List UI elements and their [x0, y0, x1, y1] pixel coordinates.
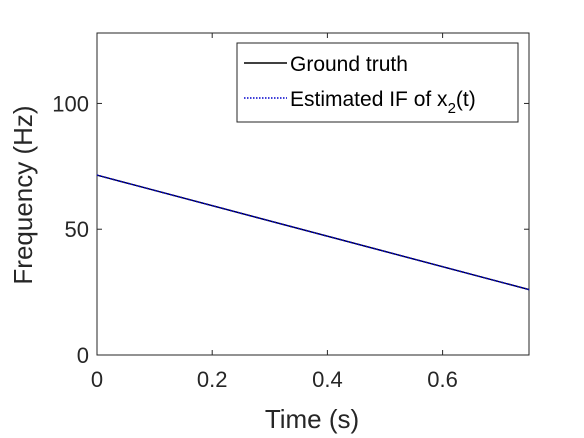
legend-label-estimated-if-subscript: 2 [448, 100, 456, 117]
y-tick-label: 50 [65, 217, 89, 242]
series-line-ground-truth [96, 174, 530, 291]
legend: Ground truth Estimated IF of x2(t) [236, 42, 519, 123]
legend-box [236, 42, 519, 123]
x-tick-label: 0 [91, 367, 103, 392]
y-tick-label: 100 [52, 91, 89, 116]
legend-label-estimated-if-suffix: (t) [456, 88, 476, 111]
x-tick-label: 0.6 [427, 367, 458, 392]
legend-label-ground-truth: Ground truth [290, 53, 408, 76]
legend-label-estimated-if: Estimated IF of x2(t) [290, 88, 476, 117]
x-axis-title: Time (s) [265, 404, 359, 434]
x-tick-label: 0.2 [197, 367, 228, 392]
series-layer [96, 174, 530, 291]
y-tick-label: 0 [77, 343, 89, 368]
legend-label-estimated-if-main: Estimated IF of x [290, 88, 448, 111]
y-axis-title: Frequency (Hz) [8, 105, 38, 284]
x-tick-label: 0.4 [312, 367, 343, 392]
ticks-layer: 0 0.2 0.4 0.6 0 50 100 [52, 33, 529, 392]
